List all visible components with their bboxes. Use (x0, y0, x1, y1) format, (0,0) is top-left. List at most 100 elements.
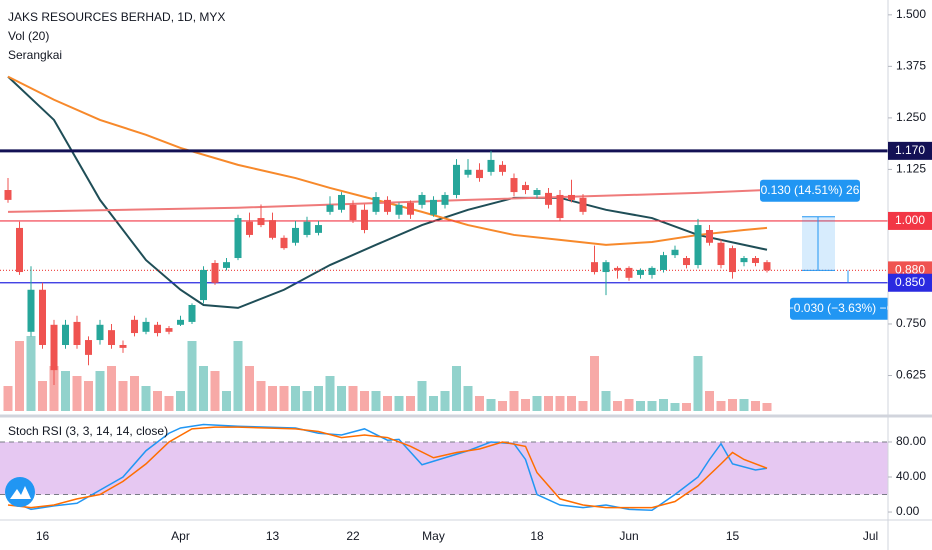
x-tick-label: Apr (171, 529, 190, 543)
volume-bar (406, 396, 415, 411)
axes: 1.500 1.375 1.250 1.125 0.750 0.625 16 Apr 13 22 M… (36, 7, 932, 543)
price-label-box (888, 211, 932, 230)
y-tick-label: 1.125 (896, 162, 926, 176)
volume-bar (187, 341, 197, 411)
volume-bar (578, 401, 588, 411)
volume-bar (475, 396, 484, 411)
candle-body (671, 249, 679, 256)
x-tick-label: 18 (530, 529, 544, 543)
volume-bar (222, 391, 231, 411)
candle-body (292, 227, 299, 243)
volume-bar (509, 391, 519, 411)
volume-bar (199, 366, 208, 411)
candle-body (131, 319, 138, 334)
candle-body (533, 190, 541, 195)
y-tick-label: 0.00 (896, 504, 920, 518)
price-label: 0.880 (895, 263, 925, 277)
oscillator-line (7, 423, 768, 512)
volume-bar (164, 396, 174, 411)
candle-body (384, 199, 391, 212)
volume-bar (555, 396, 565, 411)
candle-body (625, 267, 633, 278)
candle-body (637, 269, 644, 275)
candle-body (280, 237, 288, 249)
volume-bar (337, 386, 346, 411)
volume-bar (245, 366, 254, 411)
logo[interactable] (5, 477, 35, 507)
candle-body (579, 197, 587, 212)
volume-bar (291, 386, 300, 411)
price-label: 1.000 (895, 213, 925, 227)
volume-bar (716, 401, 726, 411)
volume-bar (84, 381, 93, 411)
volume-bar (544, 396, 553, 411)
measure-label-box (790, 297, 888, 320)
candle-body (96, 324, 104, 341)
volume-bar (429, 396, 438, 411)
candle-body (62, 324, 69, 345)
volume-bar (440, 391, 450, 411)
volume-bar (95, 371, 105, 411)
volume-bar (279, 386, 289, 411)
candle-body (246, 221, 253, 235)
volume-bar (38, 381, 47, 411)
x-tick-label: 15 (726, 529, 740, 543)
candle-body (591, 262, 598, 273)
volume-bar (762, 403, 772, 411)
volume-bar (233, 341, 243, 411)
band-fill (0, 441, 888, 495)
candle-body (395, 204, 403, 215)
candle-body (4, 190, 12, 200)
volume-bar (728, 399, 737, 411)
chart-title: JAKS RESOURCES BERHAD, 1D, MYX (8, 10, 225, 24)
oscillator-pane (0, 423, 888, 512)
y-tick-label: 1.250 (896, 110, 926, 124)
price-label-box (888, 141, 932, 160)
candle-body (464, 169, 472, 175)
volume-bar (567, 396, 576, 411)
volume-bar (463, 386, 473, 411)
x-tick-label: 22 (346, 529, 360, 543)
candle-body (27, 289, 35, 332)
candle-body (683, 258, 690, 266)
candle-body (200, 269, 207, 301)
candle-body (614, 267, 621, 271)
volume-bar (153, 391, 162, 411)
x-tick-label: May (422, 529, 445, 543)
volume-bar (498, 401, 507, 411)
volume-bar (268, 386, 277, 411)
candle-body (326, 204, 334, 212)
candle-body (177, 319, 184, 325)
logo-circle[interactable] (5, 477, 35, 507)
volume-bar (647, 401, 657, 411)
candle-body (660, 255, 667, 270)
volume-bar (15, 341, 24, 411)
volume-bar (383, 396, 392, 411)
y-tick-label: 80.00 (896, 434, 926, 448)
candle-body (269, 220, 276, 238)
candle-body (188, 305, 196, 322)
x-tick-label: Jul (863, 529, 878, 543)
logo-icon[interactable] (10, 486, 31, 499)
candle-body (165, 328, 173, 332)
volume-bar (210, 371, 220, 411)
volume-bar (705, 391, 714, 411)
volume-bar (256, 381, 266, 411)
volume-bar (3, 386, 13, 411)
candle-body (142, 321, 150, 332)
candle-body (154, 324, 161, 334)
volume-bar (72, 376, 82, 411)
volume-bar (486, 399, 496, 411)
moving-average (7, 189, 768, 213)
volume-bar (417, 381, 427, 411)
y-tick-label: 0.625 (896, 368, 926, 382)
candle-body (499, 164, 506, 172)
volume-bar (176, 391, 185, 411)
candle-body (602, 262, 610, 273)
candle-body (740, 258, 748, 263)
volume-bar (601, 391, 611, 411)
volume-bar (532, 396, 542, 411)
oscillator-line (7, 426, 768, 509)
candle-body (372, 197, 380, 212)
x-tick-label: 13 (266, 529, 280, 543)
